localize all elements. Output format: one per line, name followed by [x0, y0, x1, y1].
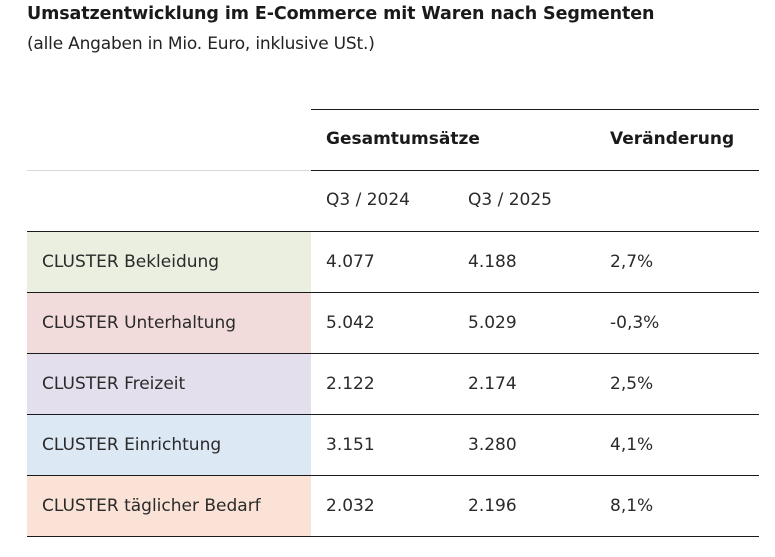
header-veraenderung: Veränderung	[610, 129, 735, 149]
row-divider	[27, 414, 759, 415]
header-divider	[311, 170, 759, 171]
value-q3-2025: 2.196	[468, 496, 517, 516]
value-change: 4,1%	[610, 435, 654, 455]
cluster-label: CLUSTER Einrichtung	[27, 415, 311, 475]
page-subtitle: (alle Angaben in Mio. Euro, inklusive US…	[27, 34, 375, 54]
header-row: Gesamtumsätze Veränderung	[27, 109, 759, 170]
header-divider-light	[27, 170, 311, 171]
value-change: 2,5%	[610, 374, 654, 394]
table-row: CLUSTER Freizeit 2.122 2.174 2,5%	[27, 353, 759, 414]
revenue-table: Gesamtumsätze Veränderung Q3 / 2024 Q3 /…	[27, 109, 759, 537]
period-row: Q3 / 2024 Q3 / 2025	[27, 170, 759, 231]
row-divider	[27, 475, 759, 476]
value-q3-2025: 5.029	[468, 313, 517, 333]
row-divider	[27, 353, 759, 354]
row-divider	[27, 231, 759, 232]
value-q3-2024: 5.042	[326, 313, 375, 333]
value-q3-2024: 2.122	[326, 374, 375, 394]
value-change: -0,3%	[610, 313, 660, 333]
value-q3-2025: 4.188	[468, 252, 517, 272]
cluster-label: CLUSTER Freizeit	[27, 354, 311, 414]
header-period-2025: Q3 / 2025	[468, 190, 552, 210]
row-divider	[27, 292, 759, 293]
header-period-2024: Q3 / 2024	[326, 190, 410, 210]
table-top-border	[311, 109, 759, 110]
cluster-label: CLUSTER Bekleidung	[27, 232, 311, 292]
header-gesamtumsaetze: Gesamtumsätze	[326, 129, 480, 149]
value-q3-2024: 2.032	[326, 496, 375, 516]
table-row: CLUSTER Einrichtung 3.151 3.280 4,1%	[27, 414, 759, 475]
value-q3-2024: 3.151	[326, 435, 375, 455]
value-q3-2025: 2.174	[468, 374, 517, 394]
value-change: 8,1%	[610, 496, 654, 516]
table-row: CLUSTER Bekleidung 4.077 4.188 2,7%	[27, 231, 759, 292]
table-bottom-border	[27, 536, 759, 537]
table-row: CLUSTER Unterhaltung 5.042 5.029 -0,3%	[27, 292, 759, 353]
value-q3-2025: 3.280	[468, 435, 517, 455]
cluster-label: CLUSTER Unterhaltung	[27, 293, 311, 353]
cluster-label: CLUSTER täglicher Bedarf	[27, 476, 311, 536]
value-change: 2,7%	[610, 252, 654, 272]
table-row: CLUSTER täglicher Bedarf 2.032 2.196 8,1…	[27, 475, 759, 536]
page-title: Umsatzentwicklung im E-Commerce mit Ware…	[27, 4, 655, 24]
value-q3-2024: 4.077	[326, 252, 375, 272]
